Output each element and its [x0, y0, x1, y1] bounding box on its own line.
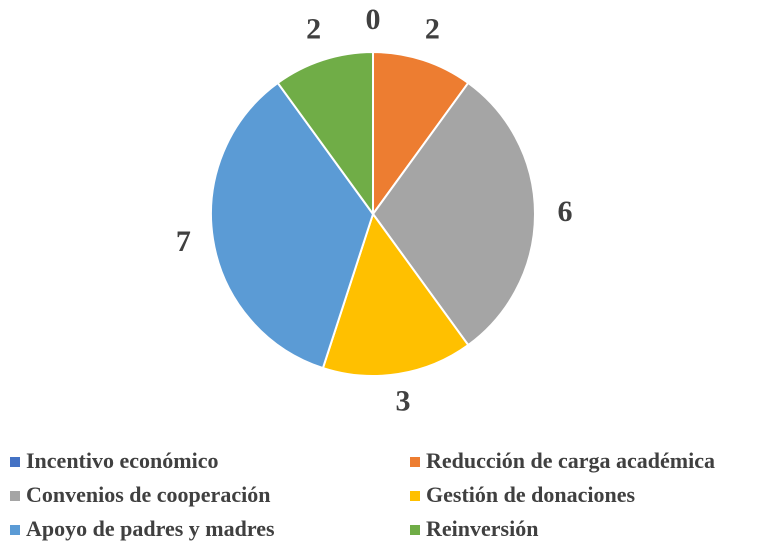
legend-label: Apoyo de padres y madres [26, 516, 275, 541]
data-label: 6 [558, 195, 573, 228]
pie-slice [276, 50, 374, 218]
data-label: 3 [396, 385, 411, 418]
pie-slice [372, 50, 470, 218]
pie-slice [321, 211, 470, 377]
legend-label: Convenios de cooperación [26, 482, 270, 507]
pie-slice [371, 81, 536, 347]
pie-slice [210, 81, 375, 370]
legend-label: Incentivo económico [26, 448, 218, 473]
data-label: 2 [306, 12, 321, 45]
legend-swatch [10, 457, 20, 467]
data-label: 0 [366, 3, 381, 36]
legend-swatch [10, 491, 20, 501]
legend-swatch [410, 525, 420, 535]
data-label: 2 [425, 12, 440, 45]
data-label: 7 [176, 225, 191, 258]
legend-swatch [410, 457, 420, 467]
legend-label: Gestión de donaciones [426, 482, 635, 507]
legend-label: Reducción de carga académica [426, 448, 715, 473]
legend-swatch [410, 491, 420, 501]
legend-swatch [10, 525, 20, 535]
legend-label: Reinversión [426, 516, 538, 541]
